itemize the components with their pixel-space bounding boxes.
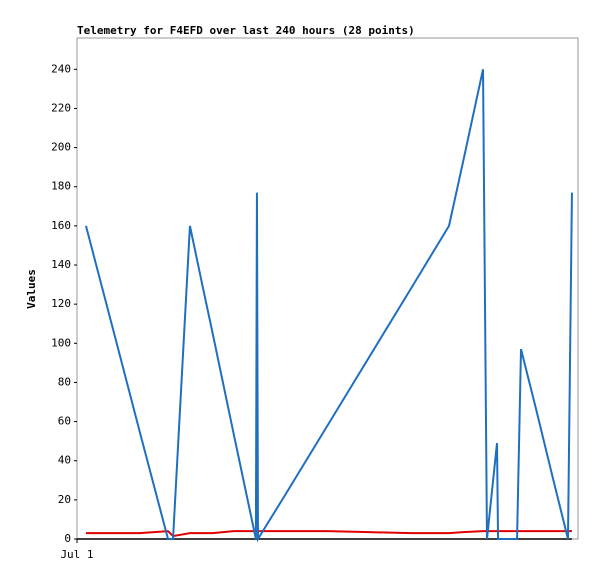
y-tick-label: 220	[51, 101, 71, 114]
y-tick-label: 160	[51, 219, 71, 232]
chart-title: Telemetry for F4EFD over last 240 hours …	[77, 24, 415, 37]
series-line	[85, 69, 573, 543]
y-tick-label: 140	[51, 258, 71, 271]
series-line	[85, 530, 572, 538]
y-tick-label: 80	[58, 375, 71, 388]
y-tick-label: 200	[51, 141, 71, 154]
y-tick-label: 0	[64, 532, 71, 545]
y-tick-label: 180	[51, 180, 71, 193]
y-tick-label: 20	[58, 493, 71, 506]
plot-frame	[76, 37, 579, 540]
y-tick-label: 100	[51, 336, 71, 349]
y-tick-label: 240	[51, 62, 71, 75]
y-tick-label: 60	[58, 415, 71, 428]
x-tick-label: Jul 1	[60, 548, 93, 561]
y-tick-label: 120	[51, 297, 71, 310]
y-axis-label: Values	[25, 269, 38, 309]
y-tick-label: 40	[58, 454, 71, 467]
